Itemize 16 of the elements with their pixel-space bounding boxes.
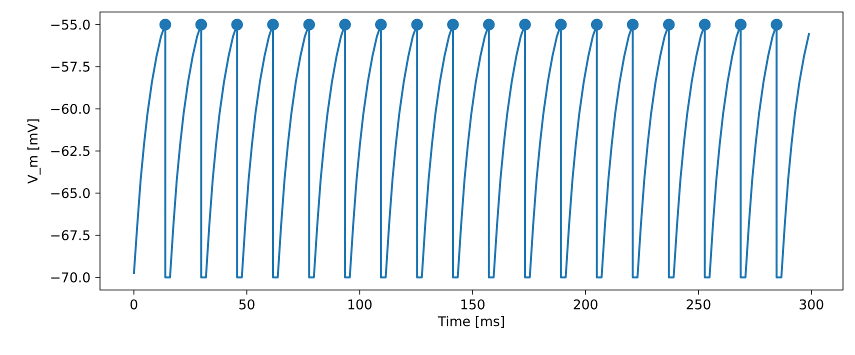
x-axis-title: Time [ms] [438,316,504,328]
y-tick-label: −65.0 [51,188,90,198]
y-tick-label: −57.5 [51,62,90,72]
x-tick-label: 100 [348,299,372,310]
x-tick-label: 200 [574,299,598,310]
x-tick-label: 250 [686,299,710,310]
y-axis-title: V_m [mV] [27,119,41,184]
y-tick-label: −60.0 [51,104,90,114]
y-tick-label: −70.0 [51,272,90,282]
y-tick-label: −55.0 [51,20,90,30]
x-tick-label: 0 [130,299,138,310]
y-tick-label: −62.5 [51,146,90,156]
x-tick-label: 300 [800,299,824,310]
x-tick-label: 50 [239,299,254,310]
y-tick-label: −67.5 [51,230,90,240]
x-tick-label: 150 [461,299,484,310]
